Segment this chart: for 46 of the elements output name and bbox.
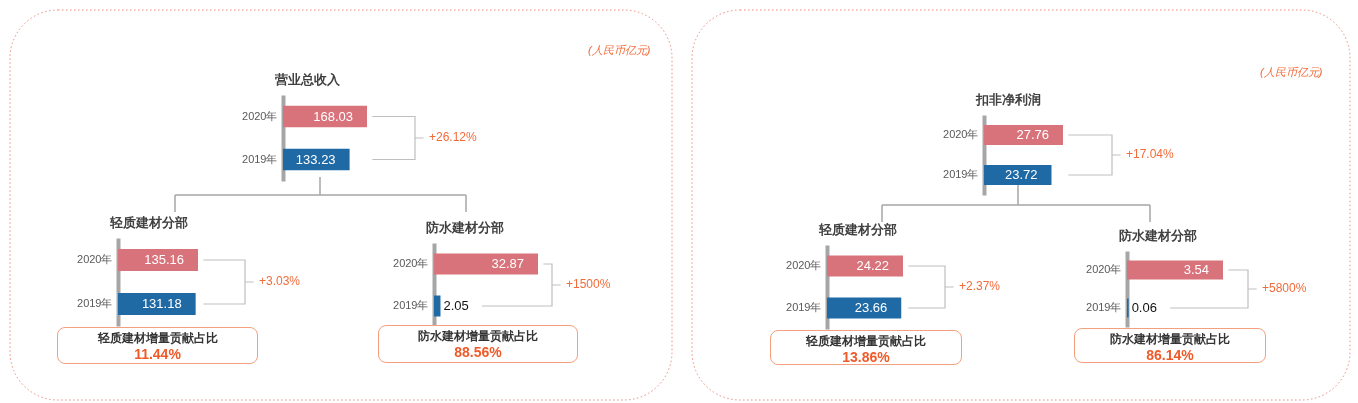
text: +17.04% xyxy=(1126,146,1174,161)
y-tick-label: 2020年 xyxy=(77,253,113,265)
data-label: 23.72 xyxy=(1004,166,1038,182)
text: 86.14% xyxy=(1145,347,1195,364)
data-label: 3.54 xyxy=(1183,262,1209,277)
data-label: 168.03 xyxy=(313,108,353,123)
text: +1500% xyxy=(566,277,611,291)
y-tick-label: 2020年 xyxy=(786,259,822,271)
chart-title: 防水建材分部 xyxy=(1119,228,1197,243)
text: 防水建材增量贡献占比 xyxy=(417,328,539,344)
y-tick-label: 2019年 xyxy=(77,297,113,309)
chart-title: 防水建材分部 xyxy=(426,220,504,235)
y-tick-label: 2019年 xyxy=(242,152,278,164)
y-tick-label: 2020年 xyxy=(393,257,429,269)
data-label: 135.16 xyxy=(144,252,184,267)
data-label: 2.05 xyxy=(443,298,469,313)
text: 轻质建材增量贡献占比 xyxy=(805,333,927,349)
data-label: 24.22 xyxy=(856,258,889,273)
chart-title: 扣非净利润 xyxy=(975,91,1041,107)
chart-title: 轻质建材分部 xyxy=(109,215,188,230)
text: (人民币亿元) xyxy=(1260,64,1323,80)
text: +26.12% xyxy=(429,129,477,144)
text: 防水建材增量贡献占比 xyxy=(1109,331,1231,347)
y-tick-label: 2019年 xyxy=(786,301,822,313)
data-label: 32.87 xyxy=(491,256,524,271)
data-label: 27.76 xyxy=(1016,126,1049,142)
text: +5800% xyxy=(1262,281,1307,295)
data-label: 131.18 xyxy=(141,296,182,311)
text: +2.37% xyxy=(959,279,1001,293)
chart-title: 轻质建材分部 xyxy=(818,222,897,237)
y-tick-label: 2020年 xyxy=(943,127,979,140)
y-tick-label: 2019年 xyxy=(393,299,429,311)
text: (人民币亿元) xyxy=(588,42,651,58)
text: 13.86% xyxy=(841,349,891,366)
data-label: 23.66 xyxy=(854,300,888,315)
data-label: 0.06 xyxy=(1131,300,1157,315)
text: 轻质建材增量贡献占比 xyxy=(96,330,219,346)
text: 11.44% xyxy=(133,346,182,363)
chart-title: 营业总收入 xyxy=(274,71,341,87)
y-tick-label: 2019年 xyxy=(943,167,979,180)
y-tick-label: 2020年 xyxy=(242,109,278,121)
y-tick-label: 2019年 xyxy=(1086,301,1122,313)
text: 88.56% xyxy=(453,344,503,361)
text: +3.03% xyxy=(259,274,301,288)
data-label: 133.23 xyxy=(295,151,336,166)
y-tick-label: 2020年 xyxy=(1086,263,1122,275)
